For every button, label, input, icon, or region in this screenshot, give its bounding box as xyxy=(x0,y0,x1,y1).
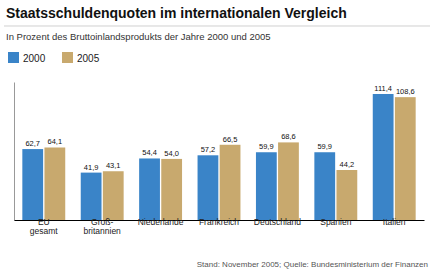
bar xyxy=(139,158,160,220)
x-axis: EUgesamt Groß-britannien Niederlande Frankr… xyxy=(15,217,425,236)
x-tick-label: Deutschland xyxy=(254,217,302,227)
data-label: 62,7 xyxy=(25,139,40,148)
data-label: 54,0 xyxy=(164,149,179,158)
legend-label: 2000 xyxy=(23,53,46,64)
legend-label: 2005 xyxy=(77,53,100,64)
data-label: 66,5 xyxy=(223,135,238,144)
data-label: 54,4 xyxy=(142,148,157,157)
x-tick: Frankreich xyxy=(199,217,239,227)
bar xyxy=(161,159,182,220)
data-label: 108,6 xyxy=(396,87,415,96)
x-tick: Deutschland xyxy=(254,217,302,227)
y-axis xyxy=(14,83,15,221)
bar xyxy=(278,142,299,220)
legend-item: 2005 xyxy=(62,52,100,64)
data-label: 59,9 xyxy=(317,142,332,151)
bar xyxy=(373,94,394,220)
x-tick-label: Spanien xyxy=(320,217,351,227)
x-tick-label: EUgesamt xyxy=(30,217,59,236)
y-axis-line xyxy=(14,83,15,221)
bar xyxy=(395,97,416,220)
series xyxy=(44,97,415,220)
x-tick-label: Niederlande xyxy=(138,217,184,227)
bar xyxy=(103,171,124,220)
x-tick: Italien xyxy=(383,217,406,227)
legend-item: 2000 xyxy=(8,52,46,64)
data-label: 43,1 xyxy=(106,161,121,170)
x-tick-label-line: Spanien xyxy=(320,217,351,227)
x-tick-label-line: Frankreich xyxy=(199,217,239,227)
bar xyxy=(336,170,357,220)
data-label: 44,2 xyxy=(340,160,355,169)
series xyxy=(22,94,393,220)
x-tick-label-line: Deutschland xyxy=(254,217,302,227)
bar xyxy=(220,145,241,220)
data-labels: 62,7 41,9 54,4 57,2 59,9 59,9 111,4 64,1 43,1 54,… xyxy=(25,84,414,172)
x-tick: Groß-britannien xyxy=(84,217,122,236)
title: Staatsschuldenquoten im internationalen … xyxy=(6,5,347,21)
data-label: 59,9 xyxy=(259,142,274,151)
bar xyxy=(22,149,43,220)
x-tick-label-line: britannien xyxy=(84,226,122,236)
data-label: 68,6 xyxy=(281,132,296,141)
footer: Stand: November 2005; Quelle: Bundesmini… xyxy=(197,260,428,269)
legend: 2000 2005 xyxy=(8,52,100,64)
plot: 62,7 41,9 54,4 57,2 59,9 59,9 111,4 64,1 43,1 54,… xyxy=(15,83,425,237)
x-tick-label: Italien xyxy=(383,217,406,227)
data-label: 64,1 xyxy=(48,137,63,146)
x-tick: EUgesamt xyxy=(30,217,59,236)
x-tick-label-line: Italien xyxy=(383,217,406,227)
legend-swatch xyxy=(8,52,19,63)
data-label: 57,2 xyxy=(201,145,216,154)
data-label: 111,4 xyxy=(374,84,392,93)
bar xyxy=(81,173,102,220)
chart: Staatsschuldenquoten im internationalen … xyxy=(0,0,434,272)
bar xyxy=(314,152,335,220)
title-rule xyxy=(4,26,430,27)
legend-swatch xyxy=(62,52,73,63)
x-tick-label-line: gesamt xyxy=(30,226,59,236)
x-tick: Niederlande xyxy=(138,217,184,227)
bar xyxy=(44,147,65,220)
bar xyxy=(256,152,277,220)
x-tick: Spanien xyxy=(320,217,351,227)
x-tick-label: Groß-britannien xyxy=(84,217,122,236)
bar xyxy=(198,155,219,220)
x-tick-label: Frankreich xyxy=(199,217,239,227)
subtitle: In Prozent des Bruttoinlandsprodukts der… xyxy=(6,31,271,42)
bars xyxy=(22,94,415,220)
data-label: 41,9 xyxy=(84,163,99,172)
x-tick-label-line: Niederlande xyxy=(138,217,184,227)
